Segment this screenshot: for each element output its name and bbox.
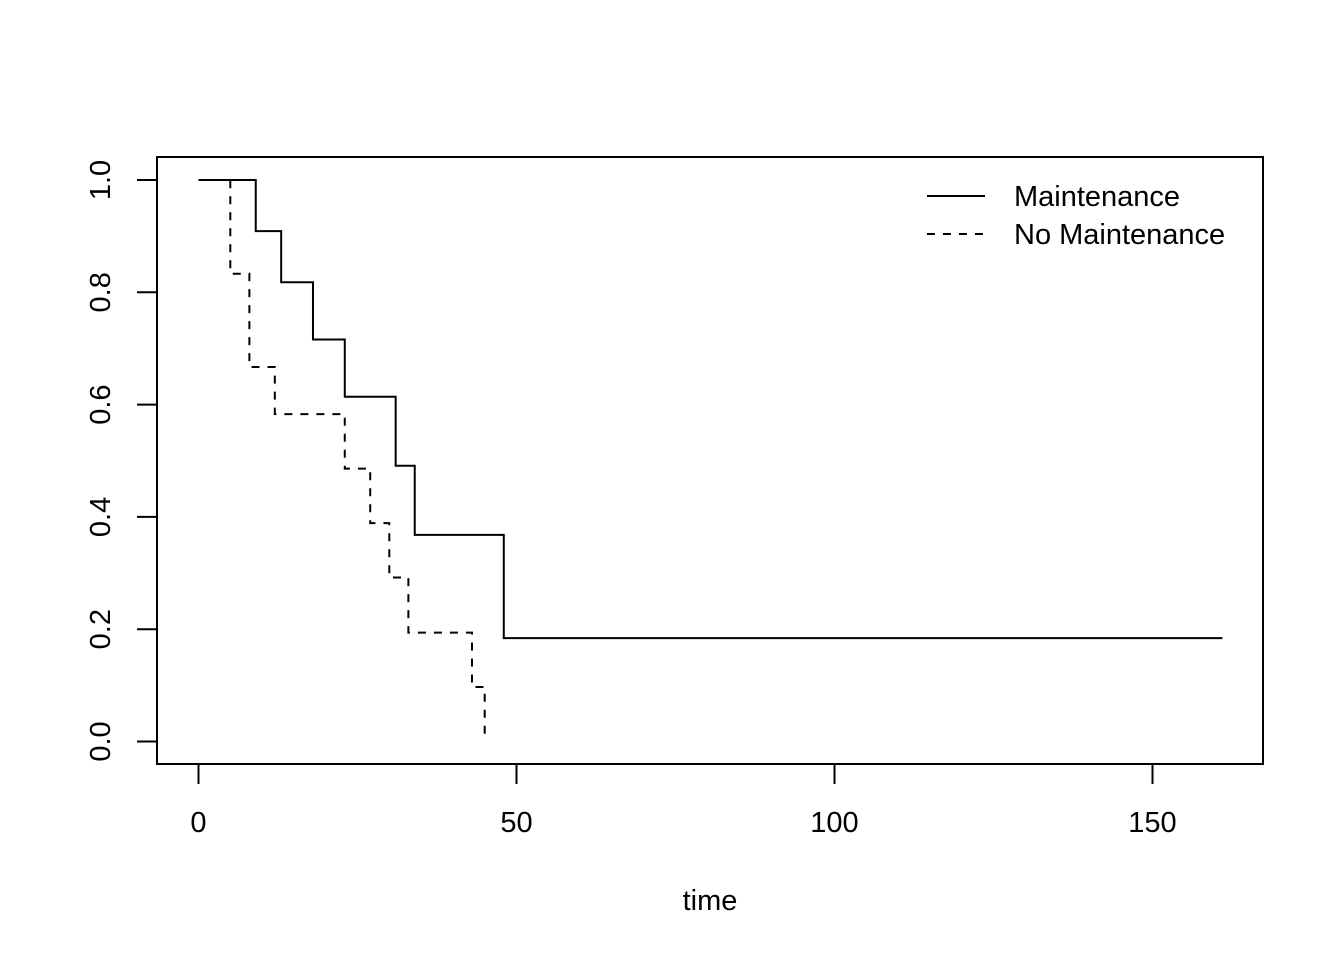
legend: Maintenance No Maintenance	[927, 181, 1225, 251]
x-tick-label: 100	[810, 807, 858, 839]
y-tick-label: 0.0	[85, 721, 117, 761]
y-tick-label: 1.0	[85, 160, 117, 200]
legend-label: No Maintenance	[1014, 219, 1225, 251]
series-layer	[198, 179, 1223, 742]
y-tick-label: 0.8	[85, 272, 117, 312]
y-tick-label: 0.4	[85, 497, 117, 537]
x-axis: 0 50 100 150	[190, 763, 1177, 839]
x-tick-label: 150	[1128, 807, 1176, 839]
series-line-maintenance	[198, 179, 1223, 640]
x-axis-label: time	[683, 885, 738, 917]
x-tick-label: 0	[190, 807, 206, 839]
y-tick-label: 0.2	[85, 609, 117, 649]
series-line-no-maintenance	[198, 179, 486, 742]
y-tick-label: 0.6	[85, 384, 117, 424]
legend-label: Maintenance	[1014, 181, 1180, 213]
y-axis: 0.0 0.2 0.4 0.6 0.8 1.0	[85, 160, 158, 762]
x-tick-label: 50	[500, 807, 532, 839]
